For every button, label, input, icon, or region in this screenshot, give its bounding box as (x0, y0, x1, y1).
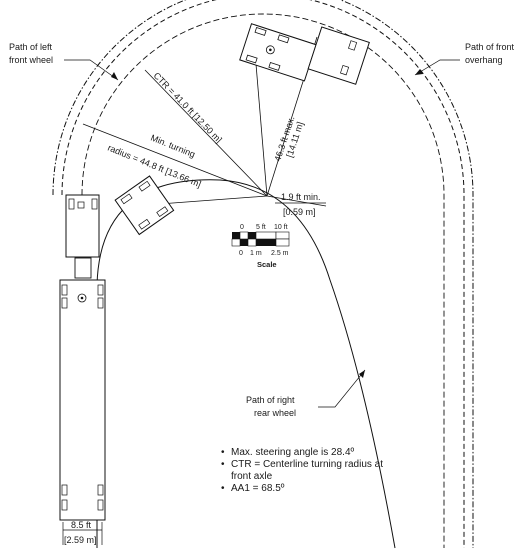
overhang-leader (414, 59, 460, 76)
ctr-line (144, 69, 268, 197)
cab-unit (307, 26, 370, 85)
overhang-label-2: overhang (465, 55, 503, 65)
note-aa1: AA1 = 68.5º (221, 483, 401, 495)
scale-ft-0: 0 (240, 224, 244, 231)
rear-trailer-unit (114, 175, 175, 236)
overhang-label-1: Path of front (465, 42, 515, 52)
start-vehicle (59, 194, 106, 521)
left-front-wheel-path (61, 0, 465, 548)
rear-wheel-arrowhead (359, 370, 365, 378)
scale-ft-5: 5 ft (256, 224, 266, 231)
clearance-line (266, 195, 327, 207)
scale-m-2-5: 2.5 m (271, 250, 289, 257)
tractor-unit (239, 23, 317, 82)
width-dimension (62, 522, 103, 545)
note-steering-angle: Max. steering angle is 28.4º (221, 447, 401, 459)
scale-m-0: 0 (239, 250, 243, 257)
overhang-arrowhead (415, 69, 423, 75)
note-ctr-definition: CTR = Centerline turning radius at front… (221, 459, 401, 483)
left-wheel-label-2: front wheel (9, 55, 53, 65)
left-wheel-arrowhead (111, 72, 118, 80)
width-label-m: [2.59 m] (64, 535, 97, 545)
scale-ft-10: 10 ft (274, 224, 288, 231)
rear-wheel-leader (318, 369, 366, 408)
min-radius-line (82, 123, 268, 197)
tractor-axle-line (253, 39, 268, 197)
rear-wheel-label-2: rear wheel (254, 408, 296, 418)
width-label-ft: 8.5 ft (71, 520, 92, 530)
notes-list: Max. steering angle is 28.4º CTR = Cente… (221, 447, 401, 495)
left-wheel-label-1: Path of left (9, 42, 53, 52)
min-turning-label-1: Min. turning (149, 133, 196, 160)
clearance-label-ft: 1.9 ft min. (281, 192, 321, 202)
scale-title: Scale (257, 260, 277, 269)
ctr-label: CTR = 41.0 ft [12.50 m] (152, 70, 224, 144)
rear-wheel-label-1: Path of right (246, 395, 295, 405)
scale-m-1: 1 m (250, 250, 262, 257)
front-axle-centerline-path (81, 13, 445, 548)
left-wheel-leader (64, 59, 119, 81)
front-overhang-path (52, 0, 474, 548)
scale-bar (231, 231, 290, 247)
clearance-label-m: [0.59 m] (283, 207, 316, 217)
